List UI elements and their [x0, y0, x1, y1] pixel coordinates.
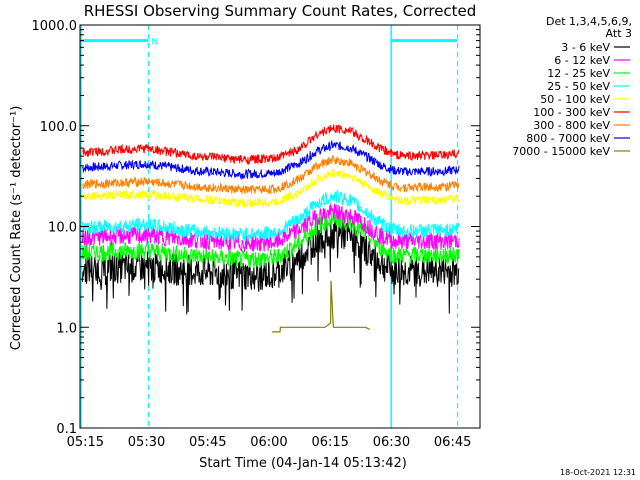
x-tick-label: 06:45 [434, 435, 471, 450]
plot-markers: N [80, 25, 459, 428]
y-axis: 0.1 1.0 10.0 100.0 1000.0 [32, 19, 480, 437]
x-tick-label: 06:30 [373, 435, 410, 450]
x-tick-label: 05:45 [189, 435, 226, 450]
series-line [81, 139, 460, 181]
y-tick-label: 0.1 [56, 422, 77, 437]
legend-label: 300 - 800 keV [533, 119, 610, 132]
legend-label: 12 - 25 keV [547, 67, 610, 80]
legend-header: Att 3 [606, 27, 632, 40]
legend-header: Det 1,3,4,5,6,9, [546, 15, 632, 28]
legend-label: 25 - 50 keV [547, 80, 610, 93]
y-tick-label: 10.0 [48, 221, 77, 236]
y-tick-label: 100.0 [40, 120, 77, 135]
x-axis-label: Start Time (04-Jan-14 05:13:42) [199, 456, 407, 471]
night-label: N [151, 38, 158, 48]
series-line [82, 169, 460, 208]
x-tick-label: 05:30 [128, 435, 165, 450]
timestamp-label: 18-Oct-2021 12:31 [560, 468, 636, 477]
x-tick-label: 06:00 [250, 435, 287, 450]
legend-label: 6 - 12 keV [554, 54, 610, 67]
series-line [271, 280, 371, 333]
series-layer [81, 124, 460, 333]
x-tick-label: 05:15 [67, 435, 104, 450]
x-tick-label: 06:15 [311, 435, 348, 450]
series-line [81, 189, 460, 242]
series-line [81, 216, 460, 315]
series-line [82, 124, 460, 165]
y-axis-label: Corrected Count Rate (s⁻¹ detector⁻¹) [9, 106, 24, 351]
series-line [81, 210, 460, 268]
legend-label: 50 - 100 keV [540, 93, 610, 106]
y-tick-label: 1000.0 [32, 19, 78, 34]
legend-label: 7000 - 15000 keV [512, 145, 610, 158]
x-axis: 05:15 05:30 05:45 06:00 06:15 06:30 06:45 [67, 435, 472, 450]
legend-label: 3 - 6 keV [561, 41, 610, 54]
chart-title: RHESSI Observing Summary Count Rates, Co… [84, 2, 477, 20]
y-tick-label: 1.0 [56, 321, 77, 336]
legend-label: 100 - 300 keV [533, 106, 610, 119]
legend-label: 800 - 7000 keV [526, 132, 610, 145]
series-line [82, 155, 460, 195]
